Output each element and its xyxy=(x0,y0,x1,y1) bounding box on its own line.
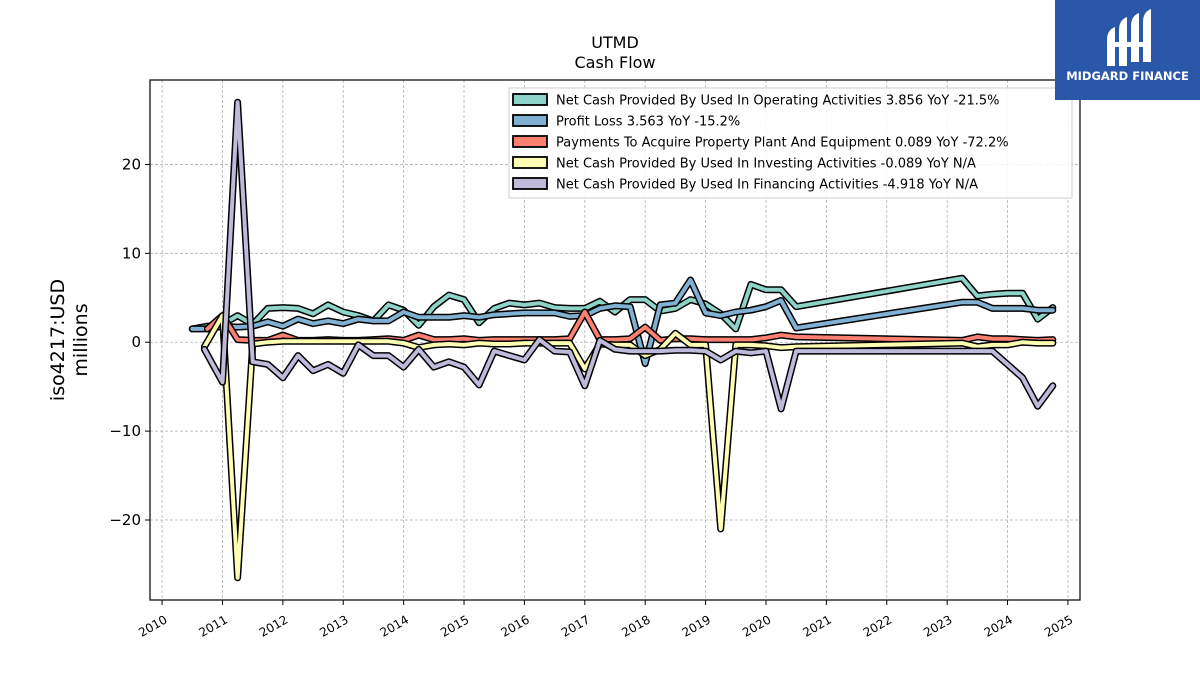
x-tick-label: 2019 xyxy=(680,612,713,639)
x-tick-label: 2021 xyxy=(800,612,833,639)
legend-swatch xyxy=(512,156,548,169)
x-tick-label: 2015 xyxy=(438,612,471,639)
series-line xyxy=(190,276,1055,331)
x-tick-label: 2012 xyxy=(257,612,290,639)
x-tick-label: 2016 xyxy=(498,612,531,639)
y-axis-unit-label: millions xyxy=(70,303,92,376)
x-tick-label: 2014 xyxy=(378,612,411,639)
plot-frame xyxy=(149,79,1081,601)
legend: Net Cash Provided By Used In Operating A… xyxy=(508,87,1073,199)
x-tick-label: 2025 xyxy=(1042,612,1075,639)
legend-entry: Profit Loss 3.563 YoY -15.2% xyxy=(556,115,740,130)
x-tick-label: 2013 xyxy=(317,612,350,639)
legend-swatch xyxy=(512,135,548,148)
midgard-logo: MIDGARD FINANCE xyxy=(1055,0,1200,100)
legend-swatch xyxy=(512,177,548,190)
legend-entry: Net Cash Provided By Used In Financing A… xyxy=(556,178,978,193)
series-line xyxy=(202,313,1055,580)
y-tick-label: −10 xyxy=(109,422,141,440)
midgard-logo-icon xyxy=(1107,9,1151,66)
series-layer xyxy=(188,98,1057,582)
y-tick-label: 10 xyxy=(122,244,141,262)
legend-swatch xyxy=(512,93,548,106)
x-tick-label: 2020 xyxy=(740,612,773,639)
legend-swatch xyxy=(512,114,548,127)
logo-text: MIDGARD FINANCE xyxy=(1066,69,1189,83)
series-line xyxy=(190,278,1055,366)
y-axis-label: iso4217:USD xyxy=(47,279,69,401)
x-tick-label: 2022 xyxy=(861,612,894,639)
series-line-outline xyxy=(200,312,1057,582)
legend-entry: Net Cash Provided By Used In Investing A… xyxy=(556,157,976,172)
x-tick-label: 2017 xyxy=(559,612,592,639)
y-tick-label: −20 xyxy=(109,511,141,529)
x-tick-label: 2010 xyxy=(136,612,169,639)
series-line xyxy=(202,100,1055,411)
y-tick-label: 0 xyxy=(131,333,141,351)
tick-layer: 2010 2011 2012 2013 2014 2015 2016 2017 2018 2019… xyxy=(109,155,1075,639)
x-tick-label: 2024 xyxy=(982,612,1015,639)
chart-title: UTMD xyxy=(591,33,639,52)
y-tick-label: 20 xyxy=(122,155,141,173)
legend-box xyxy=(508,87,1073,199)
x-tick-label: 2023 xyxy=(921,612,954,639)
chart-subtitle: Cash Flow xyxy=(574,53,655,72)
legend-entry: Net Cash Provided By Used In Operating A… xyxy=(556,94,999,109)
x-tick-label: 2018 xyxy=(619,612,652,639)
x-tick-label: 2011 xyxy=(197,612,230,639)
legend-entry: Payments To Acquire Property Plant And E… xyxy=(556,136,1009,151)
